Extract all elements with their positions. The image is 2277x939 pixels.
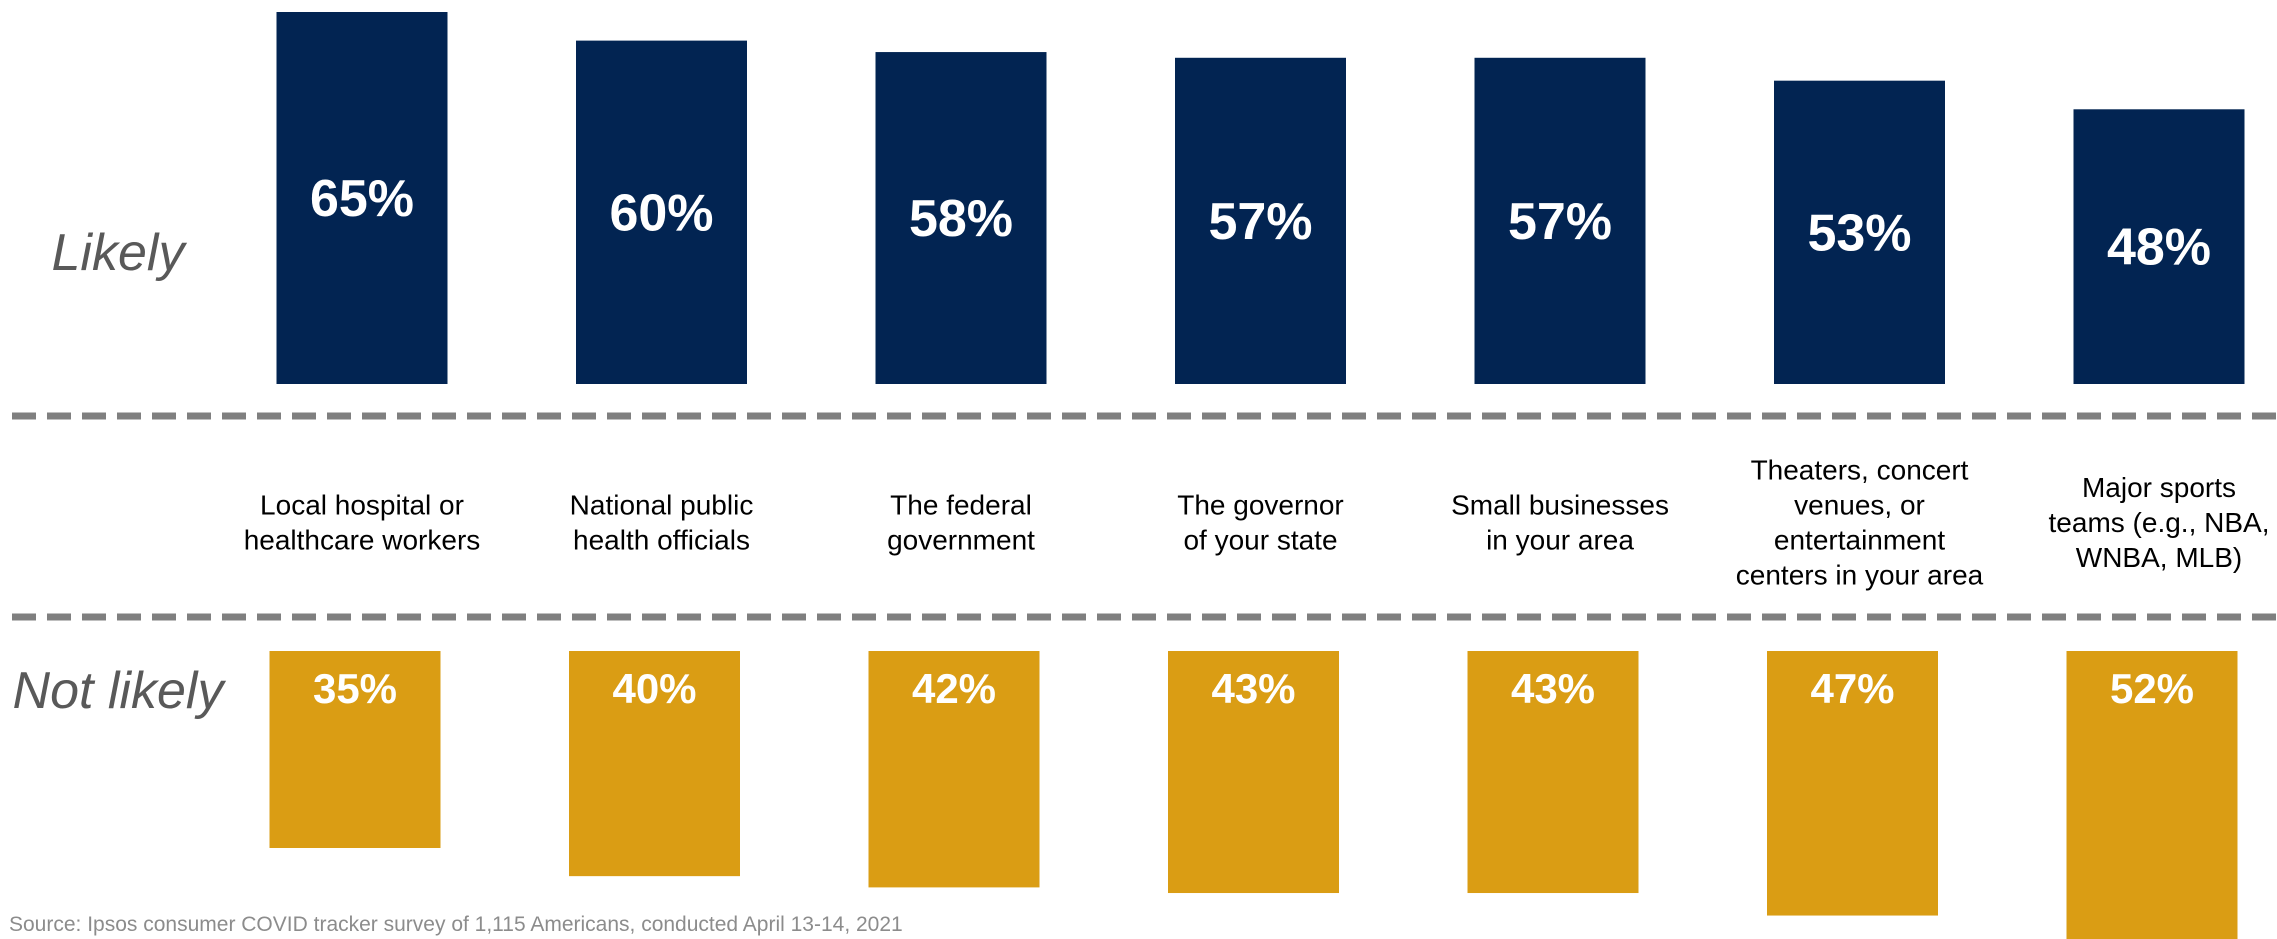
category-labels: Local hospital or healthcare workers Natio…	[244, 455, 2270, 591]
likely-bar	[875, 52, 1047, 385]
category-label-line: Theaters, concert	[1751, 455, 1969, 486]
likely-bar	[576, 40, 747, 384]
category-label-line: venues, or	[1794, 490, 1925, 521]
category-label-line: The governor	[1177, 490, 1344, 521]
not-likely-bar	[569, 651, 740, 877]
not-likely-bar	[269, 651, 441, 848]
source-note: Source: Ipsos consumer COVID tracker sur…	[9, 913, 903, 936]
likely-value-label: 65%	[310, 170, 414, 228]
likely-value-label: 60%	[609, 184, 713, 242]
likely-value-label: 58%	[909, 190, 1013, 248]
not-likely-bar	[2066, 651, 2238, 939]
category-label-line: government	[887, 525, 1035, 556]
category-label-line: teams (e.g., NBA,	[2049, 507, 2270, 538]
likely-value-label: 48%	[2107, 219, 2211, 277]
category-label-line: in your area	[1486, 525, 1634, 556]
category-label-line: healthcare workers	[244, 525, 481, 556]
category-label-line: Major sports	[2082, 472, 2236, 503]
not-likely-bar	[1767, 651, 1938, 916]
likely-value-label: 57%	[1208, 193, 1312, 251]
not-likely-bars: 35% 40% 42% 43% 43% 47% 52%	[269, 651, 2238, 939]
category-label-line: Local hospital or	[260, 490, 464, 521]
category-label: Major sports teams (e.g., NBA, WNBA, MLB)	[2049, 472, 2270, 573]
not-likely-value-label: 47%	[1810, 665, 1894, 712]
category-label-line: centers in your area	[1736, 560, 1984, 591]
category-label: National public health officials	[570, 490, 754, 556]
not-likely-bar	[868, 651, 1040, 888]
category-label-line: The federal	[890, 490, 1032, 521]
not-likely-value-label: 52%	[2110, 665, 2194, 712]
category-label-line: WNBA, MLB)	[2076, 542, 2242, 573]
likely-bars: 65% 60% 58% 57% 57% 53% 48%	[276, 12, 2245, 385]
category-label: Theaters, concert venues, or entertainment…	[1736, 455, 1984, 591]
not-likely-bar	[1467, 651, 1639, 894]
not-likely-value-label: 40%	[612, 665, 696, 712]
row-label-likely: Likely	[52, 224, 188, 282]
row-label-not-likely: Not likely	[13, 662, 227, 720]
category-label: The federal government	[887, 490, 1035, 556]
category-label-line: health officials	[573, 525, 750, 556]
not-likely-value-label: 43%	[1511, 665, 1595, 712]
category-label: The governor of your state	[1177, 490, 1344, 556]
category-label-line: National public	[570, 490, 754, 521]
category-label-line: entertainment	[1774, 525, 1945, 556]
likely-value-label: 57%	[1508, 193, 1612, 251]
category-label-line: Small businesses	[1451, 490, 1669, 521]
category-label-line: of your state	[1183, 525, 1337, 556]
category-label: Small businesses in your area	[1451, 490, 1669, 556]
likely-bar	[276, 12, 448, 384]
not-likely-value-label: 43%	[1211, 665, 1295, 712]
likely-bar	[1474, 57, 1646, 385]
category-label: Local hospital or healthcare workers	[244, 490, 481, 556]
not-likely-bar	[1168, 651, 1339, 894]
likely-bar	[1774, 80, 1945, 384]
not-likely-value-label: 35%	[313, 665, 397, 712]
likely-bar	[1175, 57, 1346, 385]
likely-bar	[2073, 109, 2245, 385]
not-likely-value-label: 42%	[912, 665, 996, 712]
likely-value-label: 53%	[1807, 204, 1911, 262]
